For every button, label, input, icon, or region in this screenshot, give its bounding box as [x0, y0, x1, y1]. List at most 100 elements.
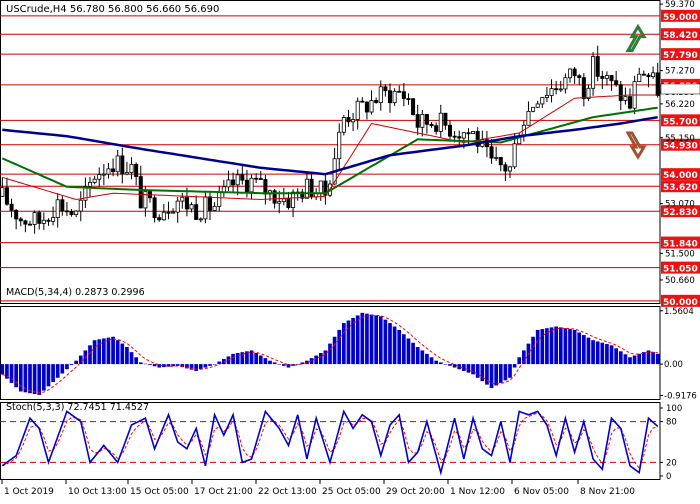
candle-body — [438, 112, 443, 132]
macd-bar — [28, 364, 32, 394]
arrow-down-icon — [625, 131, 647, 160]
macd-bar — [157, 364, 162, 368]
candle-body — [272, 190, 277, 204]
candle-body — [471, 131, 476, 135]
macd-bar — [462, 364, 466, 371]
macd-bar — [485, 364, 489, 385]
candle-body — [161, 211, 166, 221]
candle-body — [595, 56, 600, 77]
macd-bar — [563, 328, 568, 365]
candle-body — [69, 211, 74, 216]
macd-bar — [494, 364, 498, 386]
macd-bar — [522, 350, 526, 365]
macd-bar — [272, 362, 277, 365]
candle-body — [646, 74, 651, 78]
macd-bar — [402, 334, 406, 365]
macd-bar — [582, 335, 586, 365]
macd-bar — [5, 364, 9, 379]
macd-tick-label: -0.9176 — [664, 391, 697, 401]
macd-bar — [32, 364, 37, 395]
macd-bar — [282, 364, 286, 366]
macd-bar — [457, 364, 462, 370]
candle-body — [374, 100, 379, 103]
candle-body — [447, 124, 453, 137]
time-label: 17 Oct 21:00 — [194, 487, 253, 497]
time-label: 1 Nov 12:00 — [450, 487, 505, 497]
time-axis: 1 Oct 2019 10 Oct 13:00 15 Oct 05:00 17 Oct… — [1, 480, 635, 497]
candle-body — [249, 177, 254, 193]
candle-body — [489, 146, 494, 159]
candle-body — [194, 204, 199, 220]
macd-bar — [480, 364, 485, 382]
candle-body — [655, 72, 660, 96]
time-label: 1 Oct 2019 — [4, 487, 54, 497]
macd-bar — [600, 342, 605, 365]
macd-bar — [0, 364, 5, 375]
macd-bar — [618, 351, 623, 365]
macd-bar — [383, 319, 388, 365]
macd-bar — [88, 345, 92, 365]
candle-body — [92, 178, 97, 183]
macd-bar — [475, 364, 480, 378]
candle-body — [244, 179, 249, 193]
macd-bar — [171, 364, 175, 367]
macd-bar — [392, 326, 397, 365]
macd-bar — [106, 337, 111, 365]
candle-body — [138, 176, 143, 209]
candle-body — [166, 211, 171, 214]
macd-bar — [134, 357, 138, 365]
candle-body — [637, 73, 642, 83]
macd-bar — [138, 362, 143, 365]
candle-body — [614, 80, 619, 86]
macd-bar — [360, 312, 365, 365]
candle-body — [0, 187, 5, 197]
macd-bar — [189, 364, 194, 370]
candle-body — [101, 173, 106, 176]
candle-body — [64, 210, 69, 213]
macd-bar — [295, 364, 300, 365]
level-badge — [661, 294, 700, 307]
candle-body — [535, 103, 540, 108]
macd-bar — [78, 355, 83, 365]
macd-bar — [175, 364, 180, 366]
macd-bar — [18, 364, 23, 392]
macd-bar — [595, 341, 600, 365]
level-label: 50.000 — [663, 298, 698, 308]
candle-body — [558, 88, 563, 91]
stoch-tick-label: 20 — [666, 458, 677, 468]
candle-body — [27, 223, 33, 226]
macd-bar — [185, 364, 189, 369]
macd-bar — [166, 364, 171, 367]
macd-bar — [92, 340, 97, 365]
macd-bar — [388, 323, 392, 365]
level-label: 52.830 — [663, 208, 698, 218]
macd-bar — [623, 354, 628, 365]
macd-bar — [411, 342, 415, 365]
time-label: 25 Oct 05:00 — [322, 487, 381, 497]
candle-body — [134, 163, 139, 177]
macd-bar — [466, 364, 471, 373]
level-badge — [661, 168, 700, 181]
candle-body — [434, 125, 439, 132]
macd-bar — [535, 329, 540, 365]
candle-body — [23, 220, 28, 225]
price-tick-label: 56.220 — [665, 100, 695, 110]
macd-bar — [646, 350, 651, 365]
macd-bar — [651, 352, 655, 365]
macd-bar — [65, 364, 69, 370]
macd-bar — [434, 360, 438, 365]
macd-bar — [415, 347, 420, 365]
macd-bar — [111, 336, 115, 365]
macd-bar — [429, 357, 434, 365]
candle-body — [37, 212, 42, 224]
macd-bar — [46, 364, 51, 387]
signal-arrows — [625, 23, 647, 160]
macd-bar — [328, 343, 332, 365]
candle-body — [641, 73, 646, 76]
macd-bar — [517, 357, 522, 365]
price-tick-label: 51.500 — [665, 249, 695, 259]
level-badge — [661, 9, 700, 22]
price-tick-label: 57.270 — [665, 67, 695, 77]
